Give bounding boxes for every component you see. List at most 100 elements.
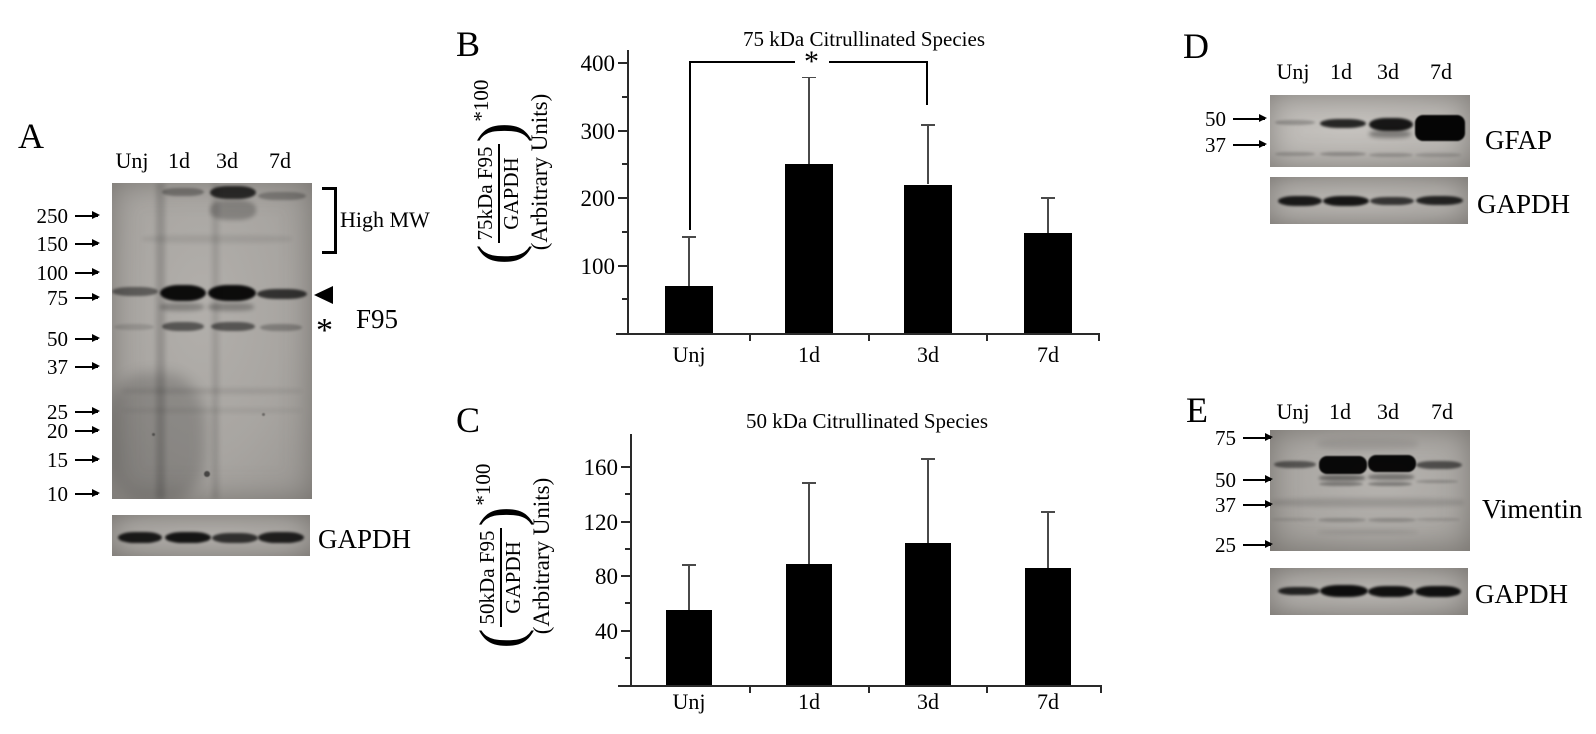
x-category-label: Unj [672,342,706,367]
protein-band [260,324,302,331]
x-category-label: 1d [798,689,820,714]
error-bar-cap [1041,510,1055,513]
y-axis [630,434,632,687]
lane-label: 7d [269,148,291,173]
error-bar-stem [1047,511,1049,568]
mw-arrow-icon [75,239,100,247]
lane-label: 3d [1377,59,1399,84]
protein-band [1416,196,1463,205]
lane-label: 7d [1431,399,1453,424]
protein-band [1368,586,1414,597]
mw-marker: 37 [1202,492,1273,517]
y-major-tick [618,264,627,267]
error-bar-stem [1047,198,1049,234]
panel-e-letter: E [1186,390,1208,430]
y-minor-tick [625,656,630,659]
high-mw-label: High MW [340,207,430,232]
protein-band [1416,480,1458,483]
x-tick [986,687,988,693]
mw-marker: 15 [26,447,100,472]
protein-band [210,200,256,220]
x-category-label: 7d [1037,689,1059,714]
significance-asterisk: * [794,47,829,77]
protein-band [258,192,306,200]
protein-band [1320,585,1368,597]
x-tick [1098,335,1100,341]
mw-value: 100 [36,260,69,285]
protein-band [1278,587,1320,595]
mw-arrow-icon [75,211,100,219]
x-tick [749,687,751,693]
panel-e-gapdh-label: GAPDH [1475,579,1569,609]
panel-d-gapdh-label: GAPDH [1477,189,1571,219]
y-major-tick [618,62,627,64]
protein-band [142,235,292,243]
y-major-tick [621,575,630,577]
error-bar-stem [688,565,690,611]
panel-e-gapdh-strip [1270,568,1468,615]
error-bar-stem [808,76,810,165]
y-minor-tick [622,95,627,98]
chart-c-title: 50 kDa Citrullinated Species [745,409,989,433]
lane-label: 1d [168,148,190,173]
y-tick-label: 80 [595,564,618,589]
mw-value: 15 [47,447,68,472]
protein-band [1275,120,1315,125]
bar-1d [786,563,832,685]
panel-d-blot-image [1270,95,1470,167]
mw-arrow-icon [75,268,100,276]
bar-1d [785,164,833,333]
x-category-label: 3d [917,342,939,367]
mw-arrow-icon [75,489,100,497]
panel-d-gapdh-strip [1270,177,1468,224]
protein-band [162,322,204,331]
error-bar-cap [682,564,696,567]
error-bar-cap [802,482,816,485]
y-minor-tick [625,602,630,605]
protein-band [1272,498,1464,507]
protein-band [1415,586,1461,597]
mw-marker: 50 [1192,108,1267,130]
error-bar-stem [688,237,690,286]
protein-band [1320,152,1366,156]
x-category-label: 7d [1037,342,1059,367]
protein-band [212,533,258,543]
protein-band [262,413,265,416]
protein-band [1318,438,1418,450]
lane-label: 3d [216,148,238,173]
protein-band [1369,153,1413,157]
mw-arrow-icon [1243,540,1273,548]
y-tick-label: 120 [583,509,619,535]
protein-band [1415,115,1465,141]
protein-band [1368,482,1412,486]
x-tick [986,335,988,341]
mw-marker: 25 [1202,534,1273,556]
protein-band [1274,461,1316,468]
x-tick [868,687,870,693]
protein-band [122,408,302,413]
mw-marker: 10 [26,483,100,505]
protein-band [1318,518,1366,522]
mw-value: 20 [47,418,68,443]
mw-arrow-icon [1243,433,1273,441]
protein-band [1368,474,1414,480]
y-tick-label: 200 [580,186,616,211]
mw-value: 50 [47,326,68,351]
protein-band [1416,518,1460,521]
mw-marker: 150 [26,233,100,255]
mw-value: 37 [1215,492,1236,517]
protein-band [208,285,256,301]
protein-band [162,188,204,196]
y-major-tick [618,197,627,199]
panel-c-letter: C [456,400,481,440]
multiplier: *100 [471,463,495,506]
protein-band [1369,130,1411,138]
mw-arrow-icon [75,334,100,342]
mw-arrow-icon [75,426,100,434]
significance-bracket-leg [689,61,691,231]
bar-7d [1024,233,1072,333]
protein-band [258,532,304,543]
lane-label: 1d [1329,399,1351,424]
y-minor-tick [625,547,630,550]
